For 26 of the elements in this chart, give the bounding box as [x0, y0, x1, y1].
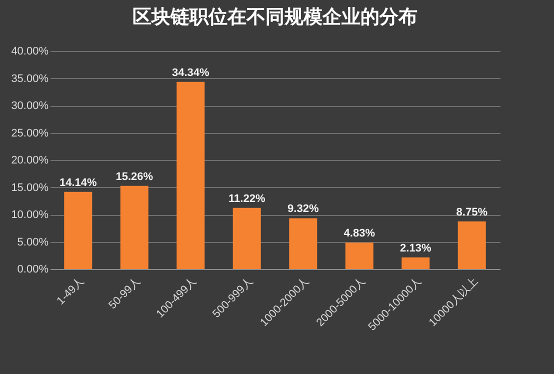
y-tick-label: 0.00% — [17, 264, 49, 276]
data-label: 15.26% — [116, 170, 154, 183]
y-tick-label: 40.00% — [11, 46, 49, 58]
bar — [232, 208, 261, 269]
bar — [176, 82, 205, 269]
y-tick-label: 20.00% — [11, 154, 49, 166]
data-label: 9.32% — [288, 203, 319, 216]
data-label: 8.75% — [456, 206, 488, 218]
y-tick-label: 25.00% — [11, 127, 49, 140]
y-tick-label: 15.00% — [11, 182, 49, 194]
y-tick-label: 5.00% — [17, 236, 49, 248]
data-label: 14.14% — [59, 176, 97, 189]
y-tick-label: 30.00% — [11, 100, 49, 112]
bar — [64, 192, 92, 269]
y-tick-label: 10.00% — [11, 209, 49, 221]
y-tick-label: 35.00% — [11, 72, 49, 85]
bar — [402, 257, 430, 269]
chart-title: 区块链职位在不同规模企业的分布 — [132, 6, 418, 28]
data-label: 11.22% — [228, 192, 266, 205]
bar — [289, 218, 318, 269]
data-label: 34.34% — [172, 66, 210, 79]
bar — [458, 221, 486, 269]
bar — [345, 242, 374, 269]
data-label: 4.83% — [344, 228, 376, 240]
data-label: 2.13% — [400, 242, 432, 254]
bar — [120, 186, 148, 269]
